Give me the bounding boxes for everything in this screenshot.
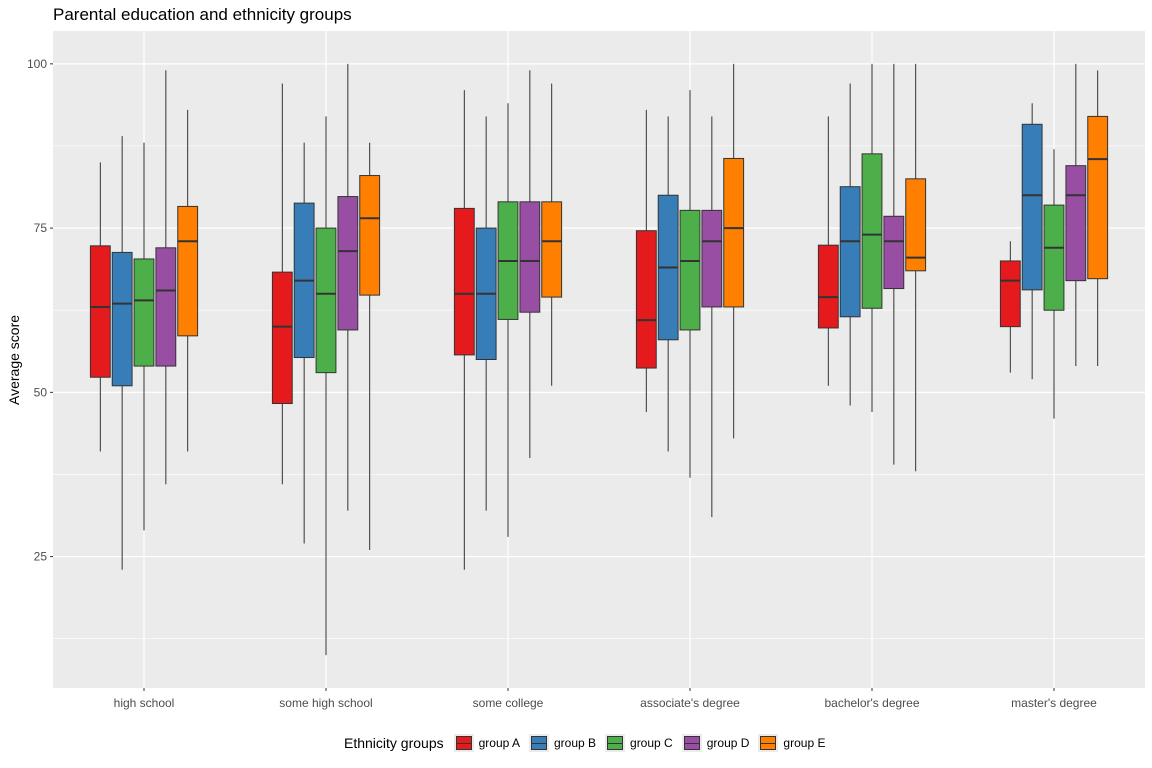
legend-swatch (607, 736, 624, 750)
boxes (89, 63, 1109, 656)
box-iqr (133, 258, 155, 367)
box-iqr (271, 271, 293, 405)
box-iqr (89, 245, 111, 378)
box-iqr (315, 227, 337, 374)
y-tick-label: 75 (34, 221, 48, 235)
box-group-E (541, 83, 563, 386)
legend-item: group B (528, 734, 597, 752)
box-group-D (155, 70, 177, 485)
box-iqr (519, 201, 541, 313)
y-axis-title: Average score (6, 315, 22, 405)
box-group-A (453, 90, 475, 570)
legend-key (605, 734, 626, 752)
plot-panel (53, 31, 1145, 688)
box-group-D (1065, 63, 1087, 367)
box-group-C (133, 142, 155, 531)
x-tick-label: some college (473, 696, 544, 710)
box-group-E (359, 142, 381, 551)
legend-label: group D (706, 736, 750, 750)
box-group-D (701, 116, 723, 518)
legend-item: group D (681, 734, 750, 752)
y-tick-label: 50 (34, 385, 48, 399)
legend-label: group E (783, 736, 826, 750)
box-group-D (337, 63, 359, 511)
box-group-B (475, 116, 497, 511)
legend-key (453, 734, 474, 752)
box-group-D (883, 63, 905, 465)
legend-swatch (455, 736, 472, 750)
box-group-B (293, 142, 315, 544)
box-group-E (723, 63, 745, 439)
box-group-E (1087, 70, 1109, 367)
x-tick-label: bachelor's degree (824, 696, 919, 710)
box-group-E (177, 109, 199, 452)
box-iqr (839, 186, 861, 318)
box-iqr (359, 175, 381, 296)
box-group-B (657, 116, 679, 452)
legend-item: group E (758, 734, 825, 752)
box-iqr (541, 201, 563, 298)
box-group-A (271, 83, 293, 485)
box-group-C (1043, 149, 1065, 419)
x-tick-label: high school (114, 696, 175, 710)
chart-title: Parental education and ethnicity groups (53, 5, 352, 24)
box-group-A (817, 116, 839, 386)
box-group-C (315, 116, 337, 656)
box-group-A (635, 109, 657, 413)
box-iqr (155, 247, 177, 367)
box-iqr (1065, 165, 1087, 282)
legend-key (528, 734, 549, 752)
box-iqr (905, 178, 927, 272)
box-iqr (883, 215, 905, 290)
y-tick-label: 25 (34, 550, 48, 564)
box-group-D (519, 70, 541, 459)
legend-title: Ethnicity groups (344, 735, 444, 751)
box-group-C (497, 103, 519, 537)
box-iqr (337, 196, 359, 331)
x-tick-label: associate's degree (640, 696, 740, 710)
box-group-A (89, 162, 111, 452)
legend-label: group A (478, 736, 520, 750)
box-iqr (723, 157, 745, 308)
box-group-B (111, 136, 133, 570)
legend-items: group A group B group C group D group E (453, 734, 835, 752)
legend-key (681, 734, 702, 752)
legend-swatch (683, 736, 700, 750)
box-iqr (453, 207, 475, 356)
box-group-B (1021, 103, 1043, 380)
box-iqr (1043, 204, 1065, 311)
y-tick-label: 100 (27, 57, 47, 71)
legend-item: group C (605, 734, 673, 752)
box-iqr (635, 230, 657, 369)
box-iqr (1087, 115, 1109, 280)
box-group-B (839, 83, 861, 406)
legend-item: group A (453, 734, 520, 752)
legend-swatch (760, 736, 777, 750)
legend-label: group B (553, 736, 597, 750)
box-iqr (111, 251, 133, 387)
box-group-A (999, 241, 1021, 373)
box-iqr (177, 205, 199, 337)
box-iqr (701, 209, 723, 308)
legend-key (758, 734, 779, 752)
box-iqr (817, 244, 839, 329)
box-iqr (1021, 123, 1043, 291)
legend-swatch (530, 736, 547, 750)
box-iqr (999, 260, 1021, 328)
x-tick-label: some high school (279, 696, 372, 710)
box-group-C (861, 63, 883, 413)
legend-label: group C (630, 736, 673, 750)
box-group-C (679, 90, 701, 478)
axis-ticks: 25 50 75 100 high school some high school some… (27, 57, 1097, 710)
box-iqr (679, 209, 701, 331)
x-tick-label: master's degree (1011, 696, 1097, 710)
box-group-E (905, 63, 927, 472)
box-iqr (861, 153, 883, 309)
